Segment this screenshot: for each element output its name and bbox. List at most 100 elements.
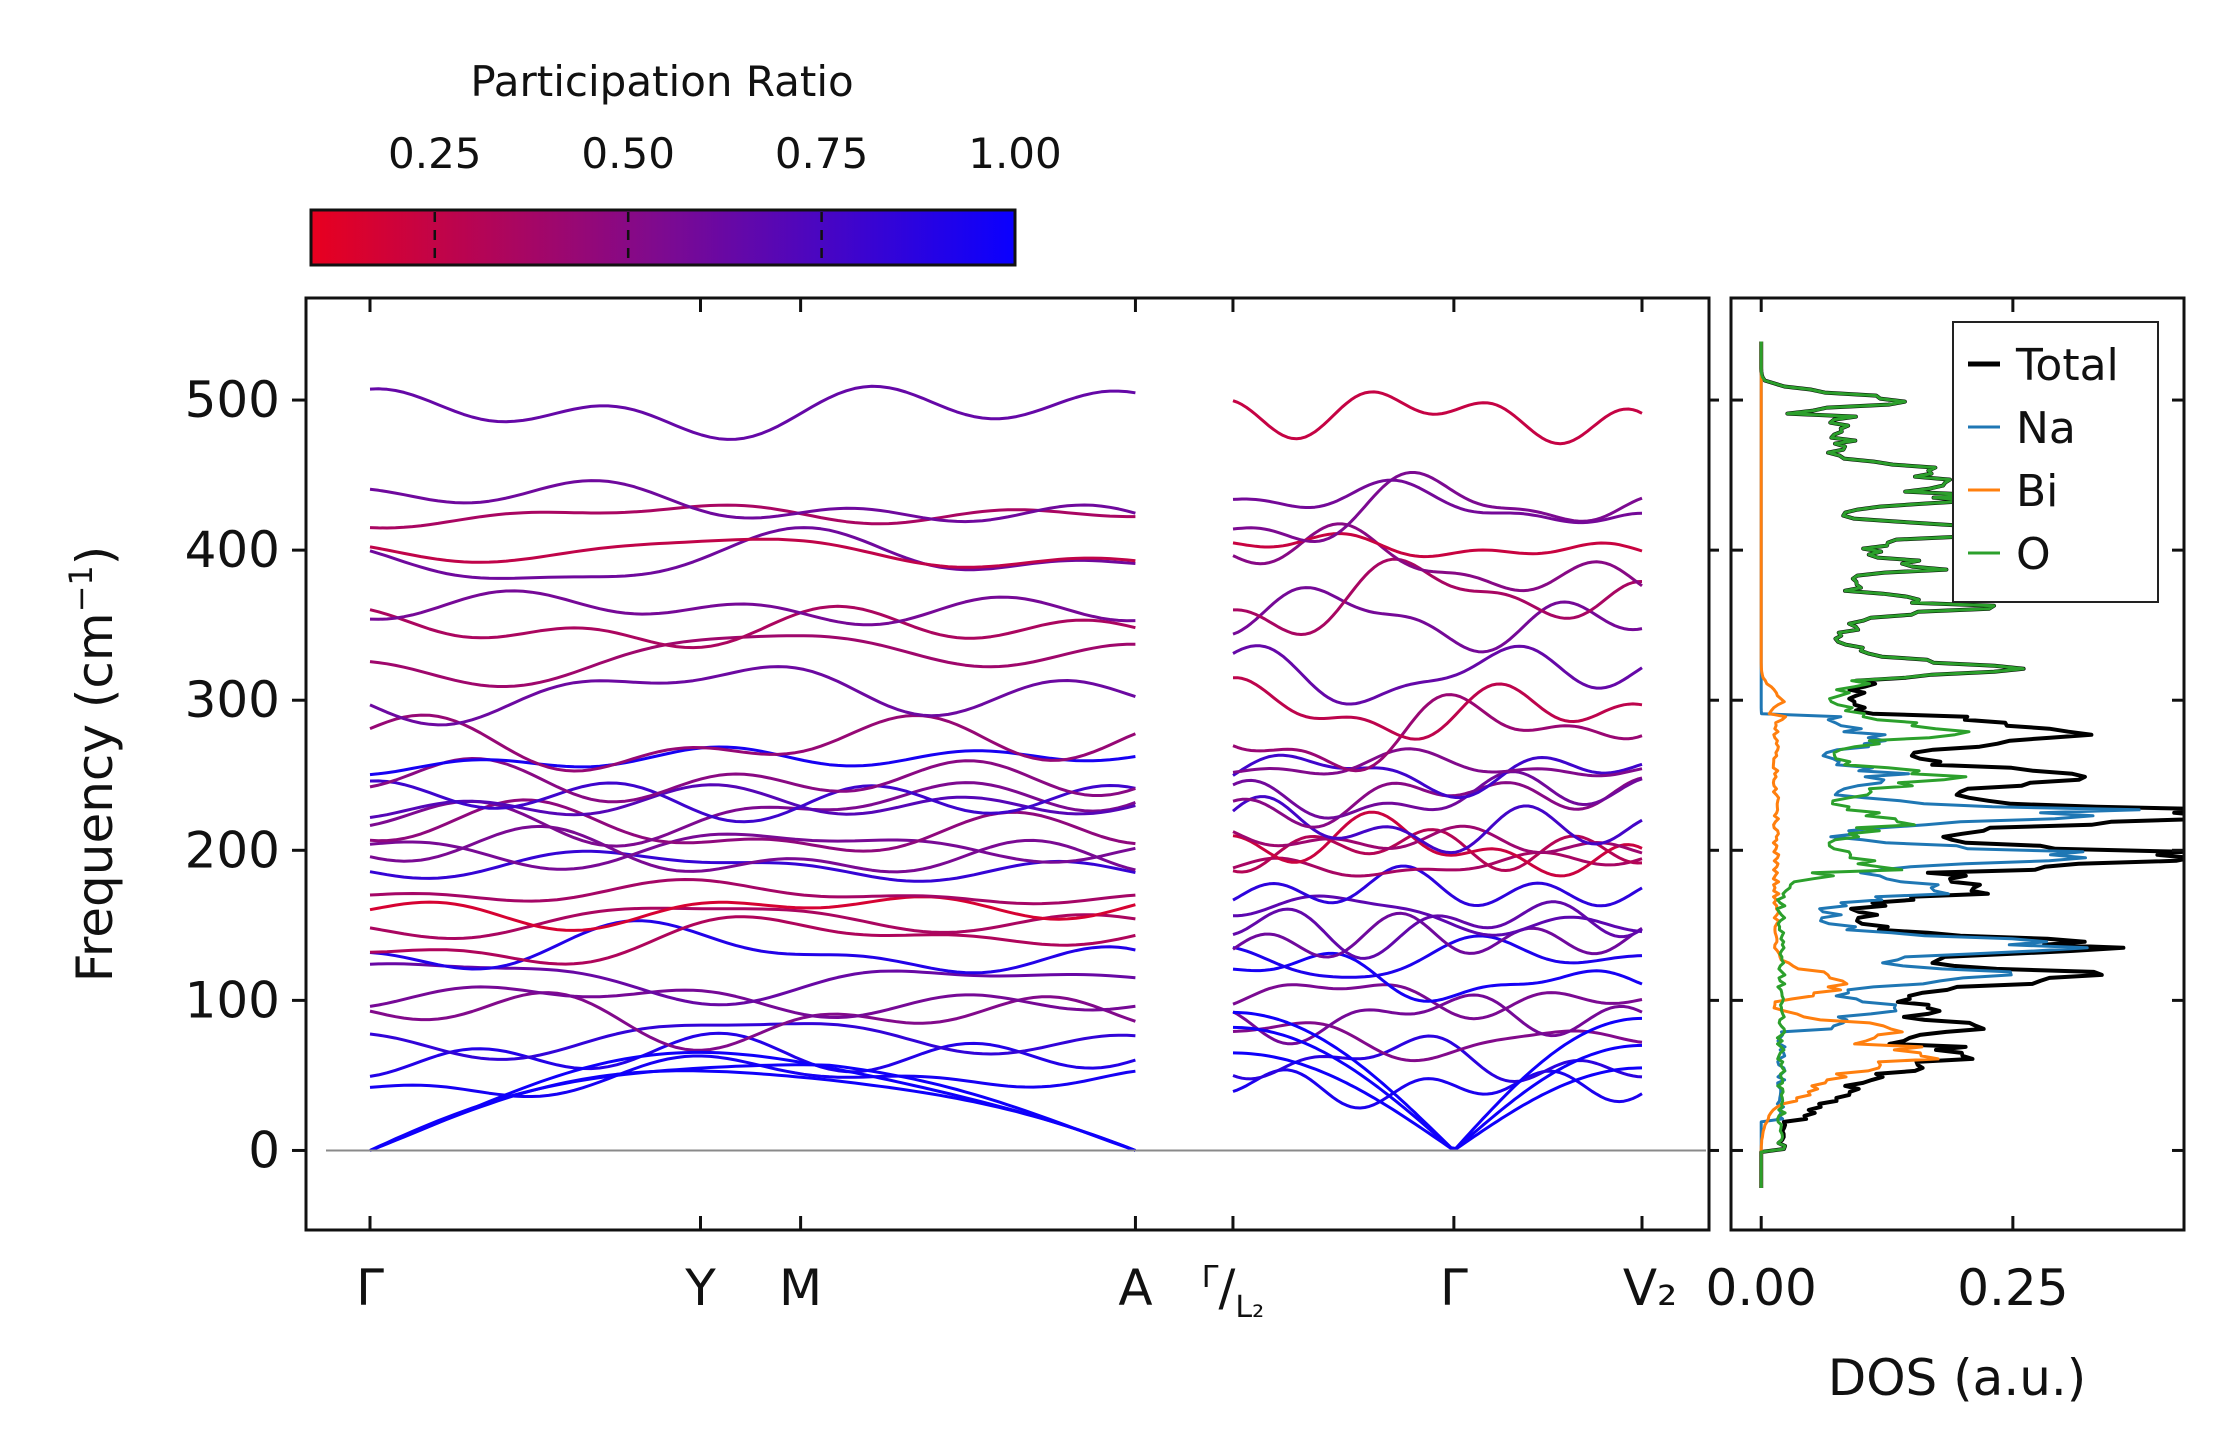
kpath-label: A <box>1118 1259 1152 1317</box>
kpath-label: Y <box>684 1259 716 1317</box>
band-branch <box>1232 747 1643 778</box>
colorbar-gradient <box>309 208 1017 267</box>
band-branch <box>369 832 1136 871</box>
band-branch <box>369 526 1136 580</box>
band-branch <box>369 503 1136 530</box>
acoustic-branch <box>369 1063 1136 1152</box>
colorbar-tick-label: 0.25 <box>388 129 482 178</box>
band-branch <box>369 634 1136 688</box>
band-branch <box>369 537 1136 569</box>
band-branch <box>369 849 1136 883</box>
kpath-label: Γ/L₂ <box>1202 1259 1264 1325</box>
band-branch <box>1232 390 1643 446</box>
frequency-axis-label: Frequency (cm−1) <box>62 546 124 983</box>
ytick-label: 300 <box>185 671 280 729</box>
band-branch <box>1232 478 1643 525</box>
band-branch <box>1233 676 1643 741</box>
band-branch <box>1232 983 1643 1021</box>
dos-legend: Total Na Bi O <box>1952 321 2159 603</box>
legend-entries: Total Na Bi O <box>1968 340 2119 580</box>
acoustic-branch <box>1232 1025 1643 1151</box>
ylabel-superscript: −1 <box>62 565 100 612</box>
band-branch <box>369 1022 1136 1061</box>
band-branch <box>1232 900 1643 960</box>
band-branch <box>369 915 1136 966</box>
dos-xtick-labels: 0.00 0.25 <box>1706 1259 2069 1317</box>
dos-xtick-label: 0.00 <box>1706 1259 1817 1317</box>
band-branch <box>1232 810 1643 878</box>
legend-label: Total <box>2015 340 2119 391</box>
band-branch <box>1232 770 1643 820</box>
band-lines <box>369 384 1643 1152</box>
band-axis-ticks <box>292 298 1719 1230</box>
band-branch <box>369 745 1136 777</box>
kpath-label: V₂ <box>1623 1259 1677 1317</box>
kpath-labels: Γ Y M A Γ/L₂ Γ V₂ <box>356 1259 1677 1325</box>
ylabel-main: Frequency (cm <box>66 612 124 982</box>
colorbar-tick-labels: 0.25 0.50 0.75 1.00 <box>388 129 1062 178</box>
colorbar-ticks <box>433 212 823 263</box>
band-branch <box>1232 934 1643 979</box>
band-branch <box>369 665 1136 727</box>
band-branch <box>1232 864 1643 908</box>
band-branch <box>369 991 1136 1052</box>
ylabel-close: ) <box>66 546 124 566</box>
dos-axis-label: DOS (a.u.) <box>1828 1349 2087 1407</box>
dos-xtick-label: 0.25 <box>1957 1259 2068 1317</box>
colorbar-tick-label: 1.00 <box>968 129 1062 178</box>
legend-frame <box>1952 321 2159 603</box>
band-branch <box>1232 795 1643 855</box>
band-branch <box>1232 894 1643 937</box>
band-axes-frame <box>304 296 1711 1232</box>
ytick-label: 0 <box>248 1121 280 1179</box>
dos-series-o <box>1759 341 2025 1188</box>
band-branch <box>369 906 1136 940</box>
band-branch <box>1232 951 1643 1003</box>
ytick-label: 100 <box>185 971 280 1029</box>
dos-lines <box>1759 341 2184 1188</box>
dos-series-bi <box>1759 341 1940 1188</box>
legend-label: Na <box>2016 403 2076 454</box>
band-branch <box>369 757 1136 804</box>
legend-label: Bi <box>2016 466 2058 517</box>
band-branch <box>369 589 1136 627</box>
band-branch <box>1232 471 1643 543</box>
band-branch <box>369 895 1136 932</box>
band-branch <box>369 604 1136 650</box>
band-branch <box>1232 644 1643 706</box>
band-branch <box>1232 824 1643 855</box>
band-branch <box>1232 776 1643 829</box>
band-branch <box>369 1031 1136 1078</box>
band-branch <box>1232 522 1643 593</box>
band-branch <box>369 384 1136 441</box>
kpath-label: M <box>779 1259 822 1317</box>
band-branch <box>1232 586 1643 654</box>
band-ytick-labels: 0 100 200 300 400 500 <box>185 371 280 1179</box>
band-branch <box>1233 557 1643 636</box>
acoustic-branch <box>1232 1051 1643 1151</box>
band-branch <box>1232 911 1643 959</box>
ytick-label: 500 <box>185 371 280 429</box>
dos-axes-frame <box>1729 296 2186 1232</box>
ytick-label: 400 <box>185 521 280 579</box>
colorbar: Participation Ratio 0.25 0.50 0.75 1.00 <box>309 57 1062 267</box>
band-branch <box>369 919 1136 975</box>
colorbar-title: Participation Ratio <box>470 57 853 106</box>
colorbar-tick-label: 0.50 <box>581 129 675 178</box>
band-branch <box>1232 753 1643 800</box>
band-branch <box>369 783 1136 819</box>
band-branch <box>1232 850 1643 878</box>
band-branch <box>369 713 1136 773</box>
band-branch <box>369 779 1136 824</box>
band-branch <box>369 878 1136 906</box>
band-structure-panel: 0 100 200 300 400 500 Γ Y M A Γ/L₂ Γ V₂ Frequency (… <box>62 296 1719 1325</box>
ytick-label: 200 <box>185 821 280 879</box>
band-branch <box>1232 1068 1643 1110</box>
band-branch <box>369 824 1136 874</box>
band-branch <box>369 479 1136 524</box>
band-branch <box>369 1054 1136 1098</box>
colorbar-tick-label: 0.75 <box>775 129 869 178</box>
dos-panel: 0.00 0.25 DOS (a.u.) Total Na Bi O <box>1706 296 2186 1407</box>
legend-label: O <box>2016 529 2051 580</box>
